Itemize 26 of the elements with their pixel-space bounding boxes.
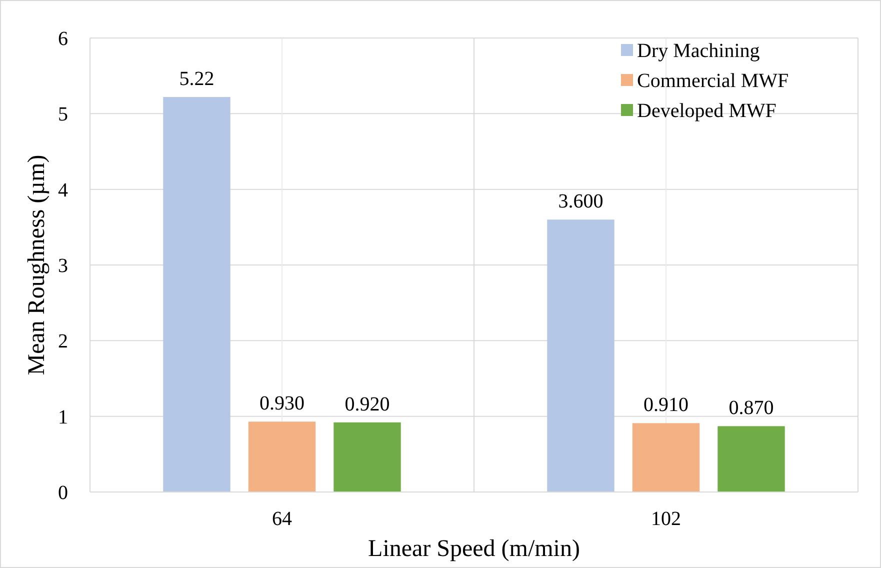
y-tick-label: 3: [58, 255, 68, 277]
data-label: 0.920: [344, 393, 390, 416]
data-label: 0.930: [260, 392, 304, 415]
data-label: 5.22: [179, 68, 214, 90]
data-label: 0.910: [644, 394, 688, 416]
legend-label: Commercial MWF: [637, 70, 789, 92]
data-label: 0.870: [728, 397, 774, 420]
y-tick-label: 1: [58, 406, 68, 428]
bar: [334, 422, 401, 492]
x-tick-label: 64: [272, 508, 292, 530]
bar: [718, 426, 785, 492]
bar: [547, 220, 614, 492]
x-tick-label: 102: [651, 508, 681, 530]
bar: [632, 423, 700, 492]
y-axis-title: Mean Roughness (µm): [24, 154, 50, 376]
legend-label: Dry Machining: [637, 40, 760, 62]
y-tick-label: 2: [58, 330, 68, 353]
x-axis-title: Linear Speed (m/min): [368, 536, 580, 562]
y-tick-label: 4: [58, 179, 68, 202]
y-tick-label: 5: [58, 104, 68, 126]
data-label: 3.600: [558, 190, 604, 213]
legend-label: Developed MWF: [637, 100, 776, 122]
y-tick-label: 0: [58, 482, 68, 504]
bar: [163, 97, 230, 492]
bar: [248, 422, 316, 492]
y-tick-label: 6: [58, 28, 68, 50]
